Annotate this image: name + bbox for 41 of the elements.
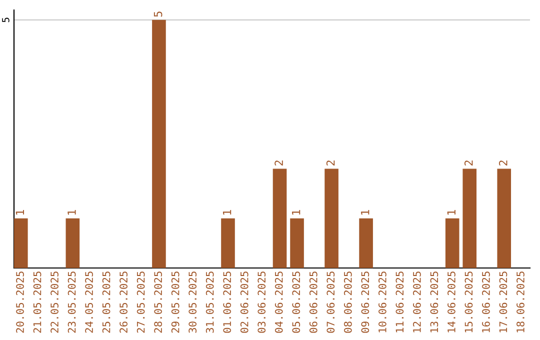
x-tick-label: 28.05.2025	[154, 272, 162, 333]
x-tick-label: 01.06.2025	[223, 272, 232, 333]
x-tick-label: 11.06.2025	[396, 272, 404, 332]
x-tick-label: 12.06.2025	[412, 272, 421, 332]
x-tick-label: 13.06.2025	[430, 272, 438, 332]
data-label: 5	[154, 12, 162, 17]
x-tick-label: 04.06.2025	[274, 272, 283, 333]
x-tick-label: 05.06.2025	[292, 272, 300, 333]
x-tick-label: 25.05.2025	[102, 272, 110, 333]
data-label: 2	[326, 160, 335, 166]
x-tick-label: 29.05.2025	[171, 272, 180, 333]
x-tick-label: 15.06.2025	[464, 272, 473, 332]
data-label: 2	[464, 160, 473, 166]
x-tick-label: 22.05.2025	[50, 272, 58, 333]
x-tick-label: 14.06.2025	[448, 272, 456, 332]
x-tick-label: 20.05.2025	[16, 272, 24, 333]
x-tick-label: 10.06.2025	[378, 272, 386, 332]
x-tick-label: 07.06.2025	[326, 272, 335, 333]
x-tick-label: 24.05.2025	[85, 272, 93, 333]
data-label: 2	[274, 160, 283, 166]
x-tick-label: 27.05.2025	[136, 272, 145, 333]
x-tick-label: 08.06.2025	[344, 272, 352, 333]
x-tick-label: 31.05.2025	[206, 272, 214, 333]
x-tick-label: 16.06.2025	[482, 272, 490, 332]
x-tick-label: 23.05.2025	[68, 272, 76, 333]
data-label: 1	[68, 210, 76, 215]
x-tick-label: 06.06.2025	[309, 272, 318, 333]
data-label: 2	[498, 160, 508, 166]
data-label: 1	[292, 210, 300, 215]
x-tick-label: 03.06.2025	[258, 272, 266, 333]
x-tick-label: 30.05.2025	[188, 272, 197, 333]
x-tick-label: 09.06.2025	[361, 272, 370, 333]
x-tick-label: 26.05.2025	[120, 272, 128, 333]
data-label: 1	[222, 210, 232, 215]
data-label: 1	[447, 210, 456, 215]
x-tick-label: 21.05.2025	[33, 272, 42, 333]
data-label: 1	[16, 210, 24, 215]
data-label: 1	[361, 210, 370, 215]
x-tick-label: 17.06.2025	[499, 272, 508, 332]
x-tick-label: 18.06.2025	[516, 272, 524, 332]
x-tick-label: 02.06.2025	[240, 272, 248, 333]
